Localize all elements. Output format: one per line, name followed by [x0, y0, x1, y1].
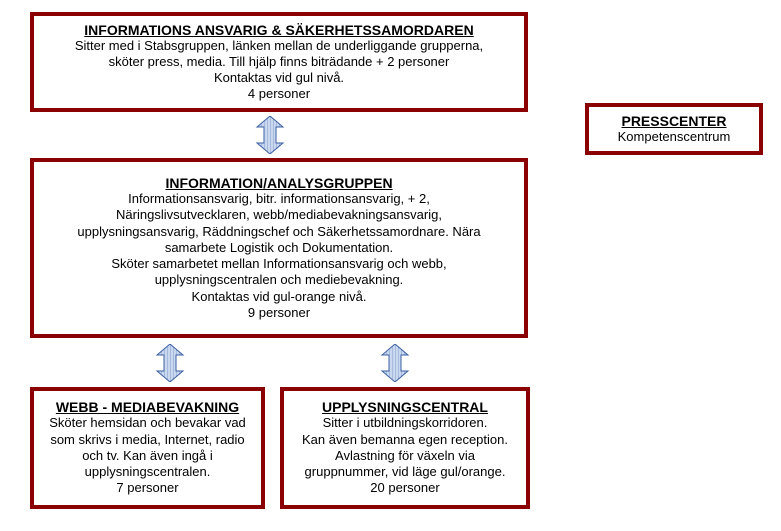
- box-line: upplysningsansvarig, Räddningschef och S…: [77, 224, 480, 240]
- box-line: upplysningscentralen.: [85, 464, 211, 480]
- box-line: samarbete Logistik och Dokumentation.: [165, 240, 393, 256]
- box-line: 4 personer: [248, 86, 310, 102]
- box-line: Sitter med i Stabsgruppen, länken mellan…: [75, 38, 483, 54]
- box-line: Sitter i utbildningskorridoren.: [323, 415, 488, 431]
- box-line: och tv. Kan även ingå i: [82, 448, 213, 464]
- box-informations-ansvarig: INFORMATIONS ANSVARIG & SÄKERHETSSAMORDA…: [30, 12, 528, 112]
- box-line: Informationsansvarig, bitr. informations…: [128, 191, 430, 207]
- box-line: Sköter hemsidan och bevakar vad: [49, 415, 246, 431]
- double-arrow-icon: [255, 116, 285, 154]
- box-line: upplysningscentralen och mediebevakning.: [155, 272, 404, 288]
- box-line: som skrivs i media, Internet, radio: [50, 432, 244, 448]
- box-title: PRESSCENTER: [621, 113, 726, 129]
- box-title: INFORMATION/ANALYSGRUPPEN: [165, 175, 392, 191]
- box-line: 9 personer: [248, 305, 310, 321]
- box-line: Näringslivsutvecklaren, webb/mediabevakn…: [116, 207, 442, 223]
- double-arrow-icon: [380, 344, 410, 382]
- box-title: INFORMATIONS ANSVARIG & SÄKERHETSSAMORDA…: [84, 22, 473, 38]
- box-title: WEBB - MEDIABEVAKNING: [56, 399, 239, 415]
- box-line: Kompetenscentrum: [618, 129, 731, 145]
- double-arrow-icon: [155, 344, 185, 382]
- box-line: 20 personer: [370, 480, 439, 496]
- box-upplysningscentral: UPPLYSNINGSCENTRAL Sitter i utbildningsk…: [280, 387, 530, 509]
- box-line: Sköter samarbetet mellan Informationsans…: [111, 256, 446, 272]
- box-line: sköter press, media. Till hjälp finns bi…: [109, 54, 450, 70]
- box-presscenter: PRESSCENTER Kompetenscentrum: [585, 103, 763, 155]
- box-line: Kontaktas vid gul nivå.: [214, 70, 344, 86]
- box-title: UPPLYSNINGSCENTRAL: [322, 399, 488, 415]
- box-line: gruppnummer, vid läge gul/orange.: [305, 464, 506, 480]
- box-line: 7 personer: [116, 480, 178, 496]
- box-webb-mediabevakning: WEBB - MEDIABEVAKNING Sköter hemsidan oc…: [30, 387, 265, 509]
- box-line: Avlastning för växeln via: [335, 448, 475, 464]
- box-information-analysgruppen: INFORMATION/ANALYSGRUPPEN Informationsan…: [30, 158, 528, 338]
- box-line: Kan även bemanna egen reception.: [302, 432, 508, 448]
- box-line: Kontaktas vid gul-orange nivå.: [192, 289, 367, 305]
